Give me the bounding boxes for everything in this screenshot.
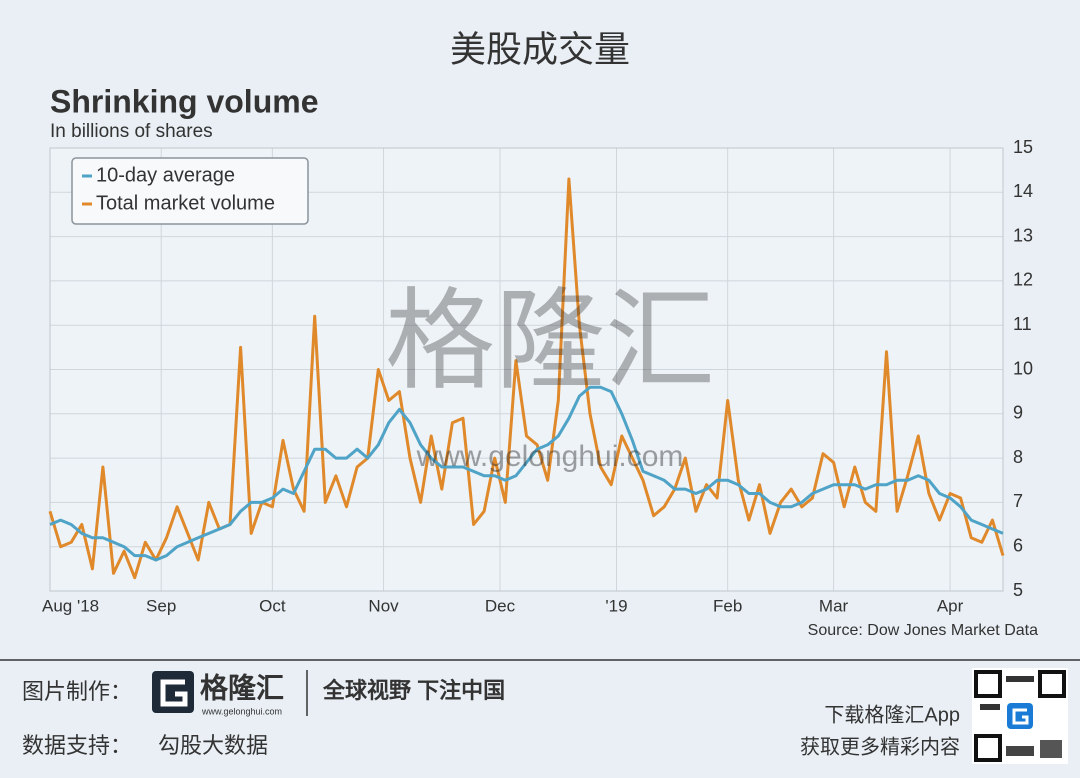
x-tick-label: Feb xyxy=(713,596,742,615)
watermark-url: www.gelonghui.com xyxy=(416,440,684,473)
y-tick-label: 5 xyxy=(1013,580,1023,600)
series-line xyxy=(49,385,1004,562)
legend-label: Total market volume xyxy=(96,192,275,214)
footer-more: 获取更多精彩内容 xyxy=(800,735,960,758)
footer-data-provider: 勾股大数据 xyxy=(158,733,268,758)
y-tick-label: 8 xyxy=(1013,447,1023,467)
y-tick-label: 12 xyxy=(1013,270,1033,290)
footer-data-label: 数据支持： xyxy=(22,733,132,758)
logo-icon xyxy=(152,671,194,713)
source: Source: Dow Jones Market Data xyxy=(808,622,1038,639)
x-tick-label: Aug '18 xyxy=(42,596,99,615)
footer-slogan: 全球视野 下注中国 xyxy=(322,678,505,703)
footer-logo-url: www.gelonghui.com xyxy=(201,706,282,716)
watermark-brand: 格隆汇 xyxy=(385,280,715,403)
y-tick-label: 14 xyxy=(1013,181,1033,201)
x-tick-label: Oct xyxy=(259,596,286,615)
series-line xyxy=(48,177,1005,580)
y-tick-label: 9 xyxy=(1013,403,1023,423)
y-tick-label: 13 xyxy=(1013,225,1033,245)
legend-label: 10-day average xyxy=(96,164,235,186)
y-tick-label: 7 xyxy=(1013,491,1023,511)
x-tick-label: Dec xyxy=(485,596,516,615)
qr-code xyxy=(972,668,1068,764)
footer-logo-name: 格隆汇 xyxy=(200,672,284,703)
plot: 5 6 7 8 9 10 11 12 13 14 15 Aug '18 Sep Oct Nov Dec '19 F… xyxy=(42,137,1033,616)
y-tick-label: 11 xyxy=(1013,314,1032,334)
x-tick-label: Apr xyxy=(937,596,964,615)
x-tick-label: Nov xyxy=(368,596,399,615)
y-tick-label: 6 xyxy=(1013,535,1023,555)
y-tick-label: 15 xyxy=(1013,137,1033,157)
logo-glyph xyxy=(160,679,188,707)
chart-title: Shrinking volume xyxy=(50,83,318,119)
x-tick-label: Mar xyxy=(819,596,849,615)
footer-download: 下载格隆汇App xyxy=(824,703,960,726)
y-tick-label: 10 xyxy=(1013,358,1033,378)
x-tick-label: '19 xyxy=(605,596,627,615)
x-tick-label: Sep xyxy=(146,596,176,615)
legend-box xyxy=(71,157,309,225)
header-title: 美股成交量 xyxy=(450,29,630,70)
plot-frame xyxy=(49,147,1004,592)
footer-made-by-label: 图片制作： xyxy=(22,679,132,704)
chart-subtitle: In billions of shares xyxy=(50,121,213,142)
